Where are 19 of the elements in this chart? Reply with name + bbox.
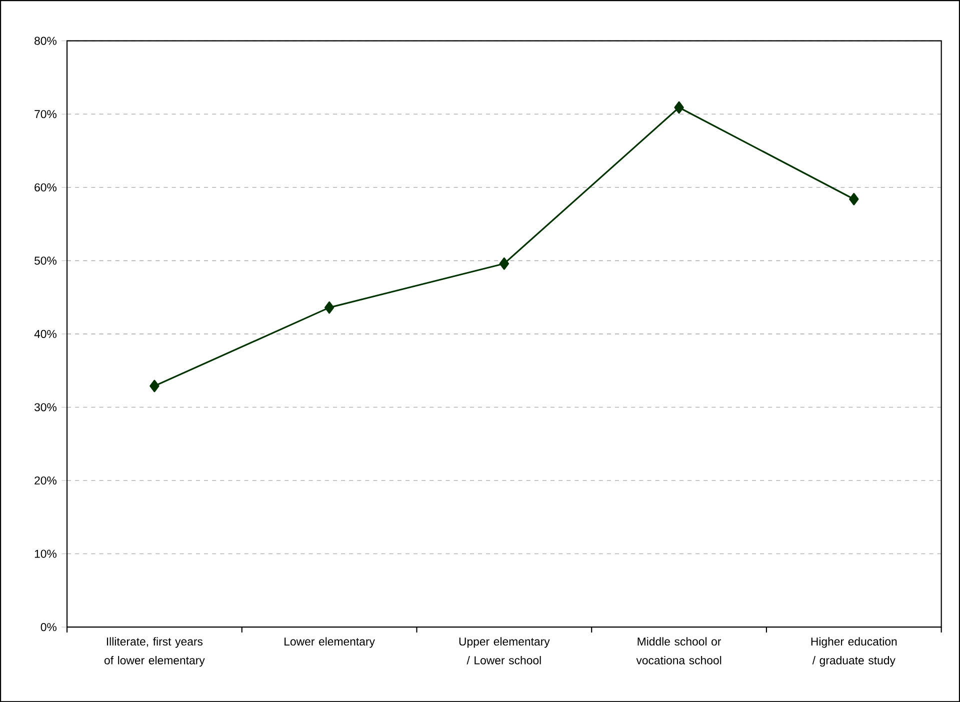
y-tick-label: 30% — [34, 403, 56, 412]
y-tick-label: 20% — [34, 476, 56, 484]
y-tick-label: 60% — [34, 183, 56, 192]
x-tick-label: Illiterate, first years of lower elementary — [104, 637, 205, 667]
y-tick-label: 40% — [34, 330, 56, 338]
x-tick-label: Lower elementary — [284, 637, 375, 648]
point — [150, 380, 160, 392]
point — [324, 301, 334, 314]
x-tick-label: Upper elementary / Lower school — [459, 637, 550, 664]
y-tick-label: 0% — [40, 622, 56, 632]
y-tick-label: 50% — [34, 256, 56, 265]
point — [849, 192, 859, 206]
y-tick-label: 10% — [34, 550, 56, 558]
x-tick-label: Middle school or vocationa school — [636, 637, 722, 664]
point — [674, 101, 684, 114]
y-tick-label: 70% — [34, 110, 56, 118]
point — [499, 257, 510, 270]
x-tick-label: Higher education / graduate study — [811, 637, 897, 667]
y-tick-label: 80% — [34, 36, 56, 45]
